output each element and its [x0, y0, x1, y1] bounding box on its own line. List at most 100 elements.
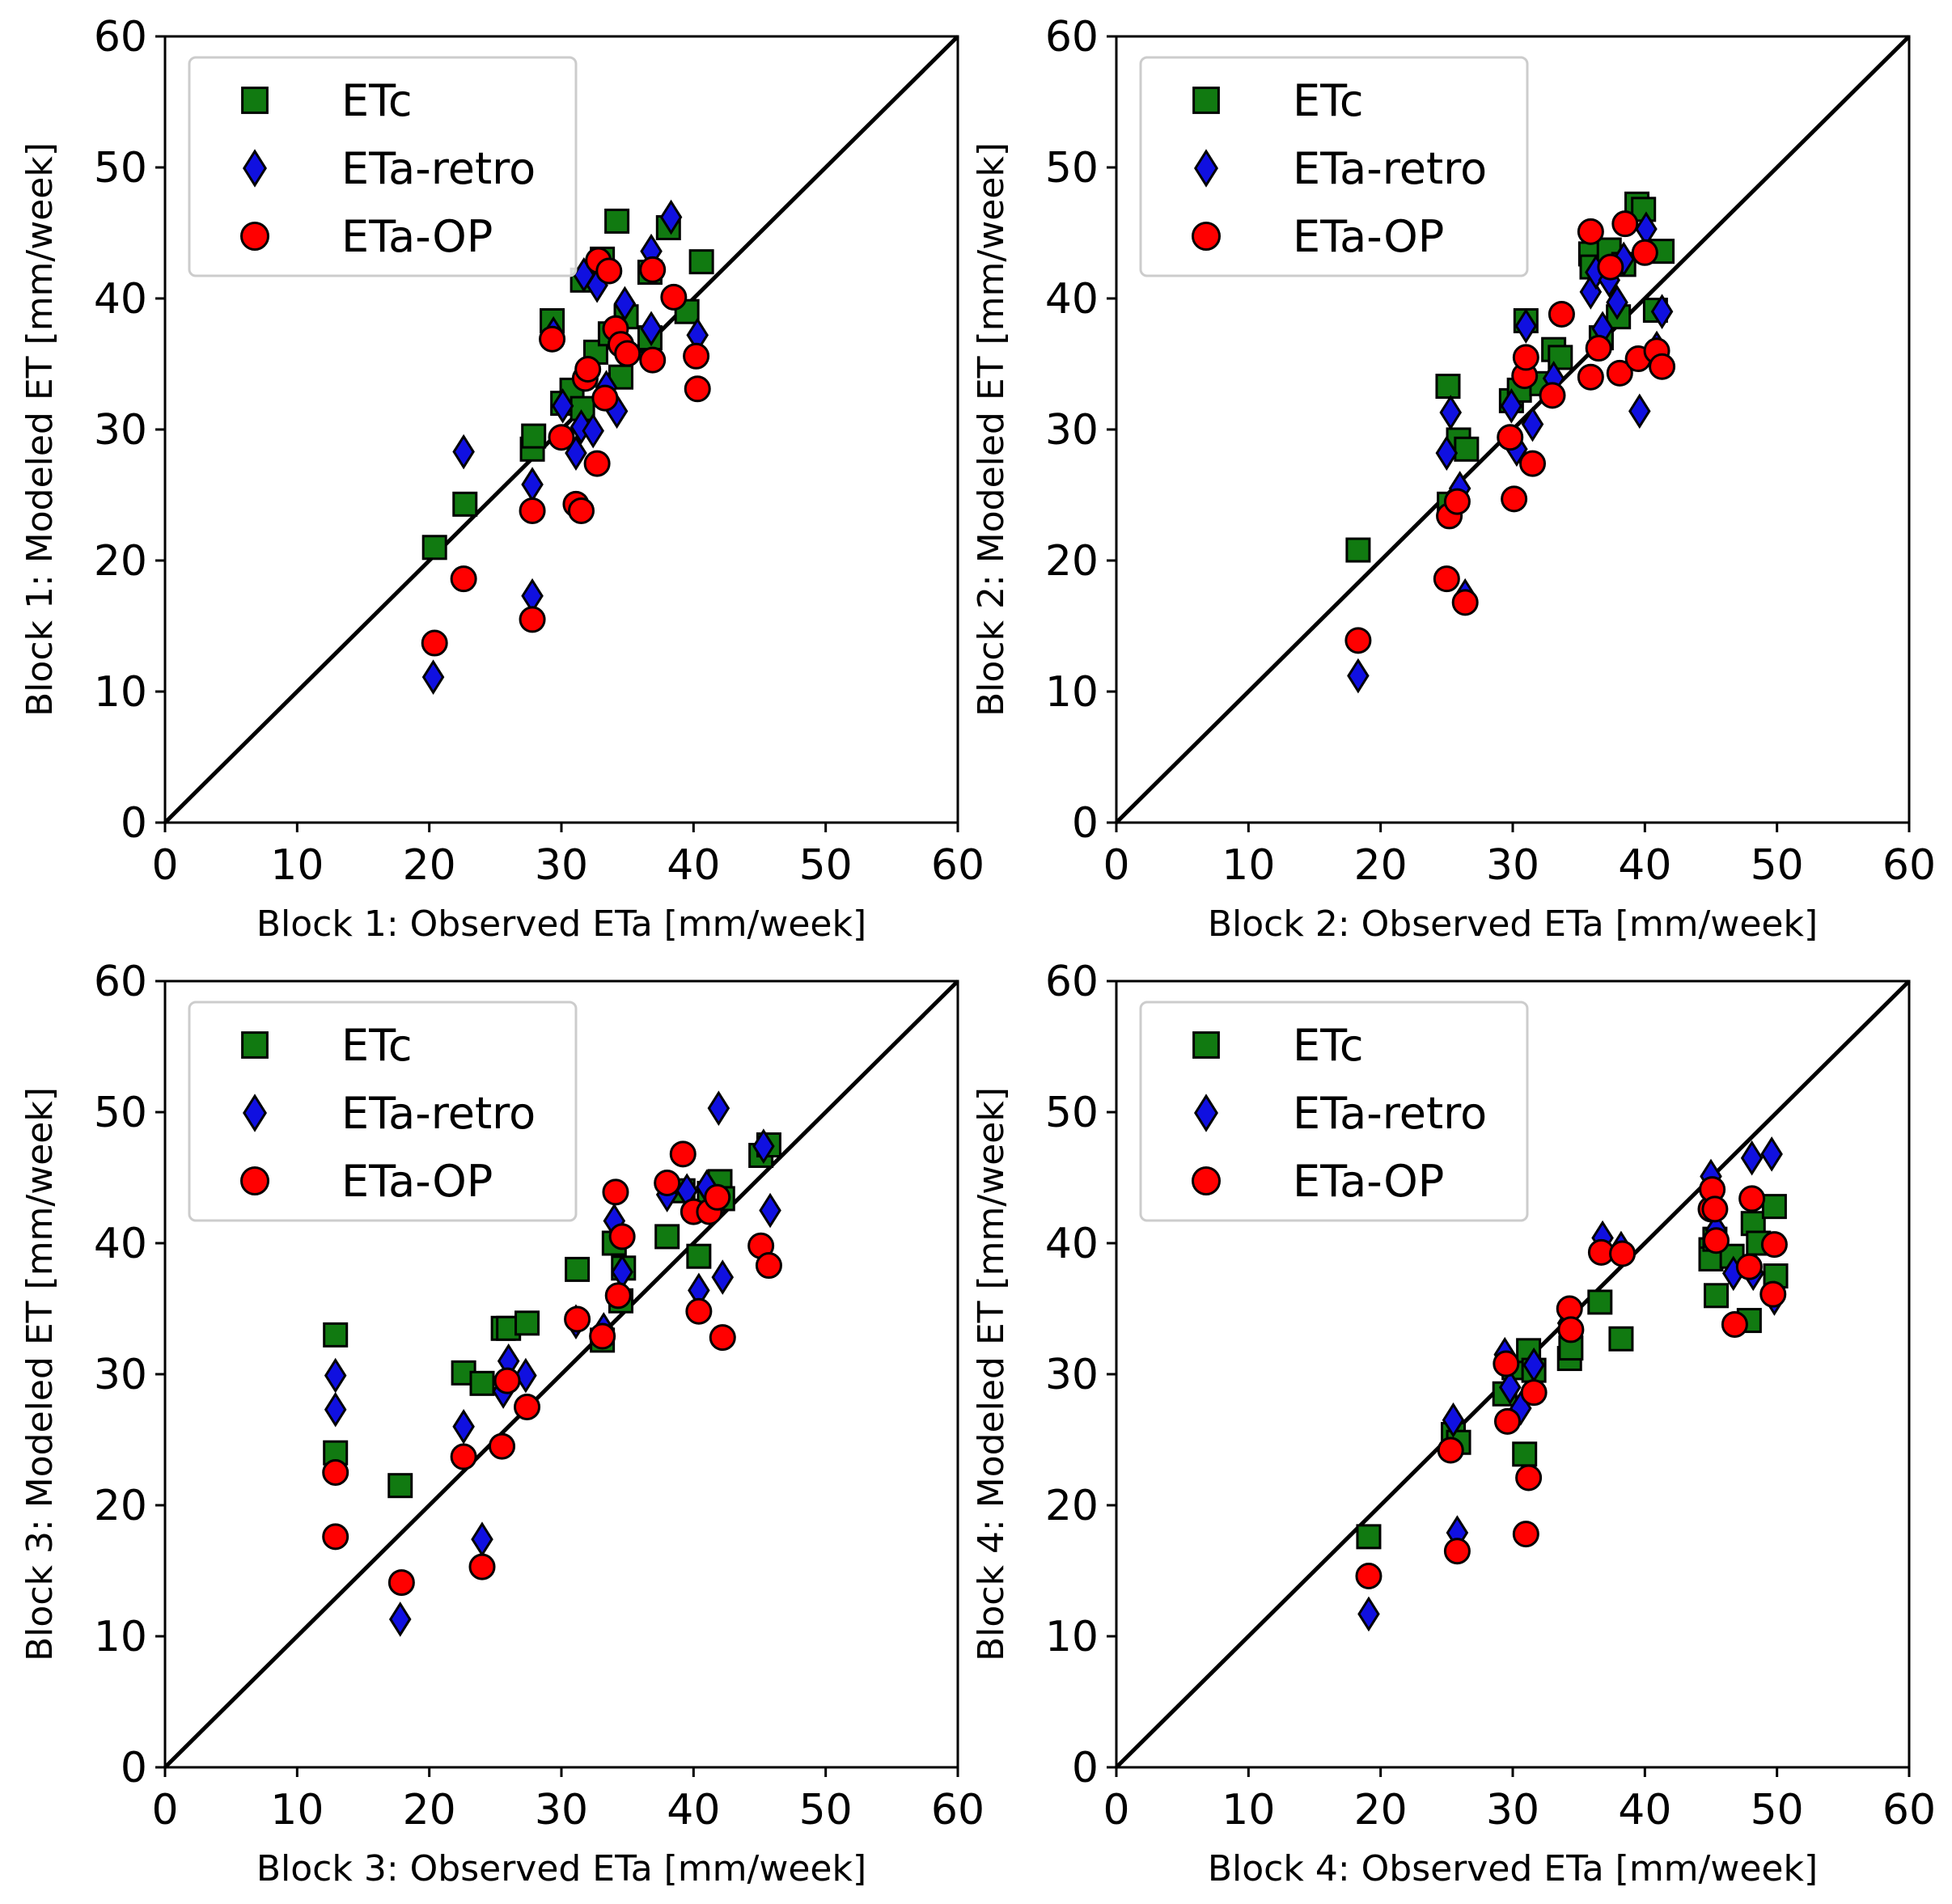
- data-point: [659, 199, 683, 235]
- data-point: [493, 1367, 521, 1394]
- legend-label: ETa-retro: [341, 1088, 536, 1139]
- data-point: [654, 1224, 680, 1250]
- x-tick-label: 30: [1486, 841, 1539, 890]
- x-tick-label: 50: [799, 841, 853, 890]
- data-point: [568, 497, 595, 524]
- data-point: [1760, 1231, 1788, 1259]
- legend-marker: [1194, 149, 1218, 188]
- data-point: [1738, 1185, 1766, 1212]
- data-point: [1437, 1436, 1464, 1464]
- legend: ETc ETa-retro ETa-OP: [188, 56, 578, 277]
- x-tick-label: 60: [931, 841, 984, 890]
- data-point: [686, 1243, 712, 1269]
- y-tick-label: 20: [1045, 537, 1099, 586]
- data-point: [1577, 363, 1604, 391]
- series-eta-op: [1355, 1176, 1788, 1589]
- data-point: [468, 1553, 496, 1580]
- data-point: [421, 659, 445, 695]
- data-point: [755, 1252, 782, 1280]
- legend-marker: [240, 1166, 269, 1195]
- y-tick-label: 30: [94, 1351, 147, 1399]
- data-point: [1608, 1326, 1634, 1352]
- data-point: [387, 1473, 413, 1499]
- y-tick-label: 40: [1045, 275, 1099, 324]
- data-point: [1493, 1407, 1521, 1435]
- data-point: [1435, 374, 1461, 400]
- data-point: [1515, 1464, 1543, 1491]
- data-point: [565, 1256, 591, 1282]
- data-point: [1760, 1136, 1783, 1172]
- legend-box: [188, 56, 578, 277]
- legend-marker: [1192, 222, 1221, 251]
- data-point: [452, 434, 475, 470]
- data-point: [489, 1432, 515, 1460]
- x-tick-label: 60: [1882, 841, 1936, 890]
- legend-marker: [241, 1031, 269, 1059]
- data-point: [688, 249, 714, 275]
- data-point: [323, 1322, 349, 1348]
- data-point: [1703, 1227, 1730, 1255]
- legend-label: ETa-OP: [341, 211, 493, 262]
- x-tick-label: 10: [270, 1786, 324, 1834]
- y-axis-label: Block 2: Modeled ET [mm/week]: [971, 142, 1012, 717]
- data-point: [1759, 1280, 1787, 1308]
- data-point: [521, 423, 547, 449]
- data-point: [388, 1601, 412, 1637]
- data-point: [709, 1324, 736, 1352]
- data-point: [1356, 1524, 1382, 1550]
- data-point: [1519, 450, 1546, 477]
- x-tick-label: 0: [151, 1786, 178, 1834]
- data-point: [514, 1310, 540, 1336]
- data-point: [539, 325, 566, 353]
- x-tick-label: 40: [1618, 841, 1671, 890]
- data-point: [1500, 388, 1523, 424]
- y-tick-label: 20: [1045, 1482, 1099, 1530]
- data-point: [1557, 1316, 1585, 1343]
- data-point: [660, 283, 688, 311]
- data-point: [324, 1357, 347, 1394]
- legend-box: [1139, 56, 1529, 277]
- y-tick-label: 20: [94, 1482, 147, 1530]
- y-tick-label: 30: [1045, 406, 1099, 455]
- data-point: [1548, 300, 1575, 328]
- data-point: [1761, 1194, 1787, 1220]
- legend-label: ETc: [1293, 1020, 1364, 1071]
- data-point: [1514, 308, 1538, 344]
- y-tick-label: 0: [1072, 1744, 1099, 1792]
- legend-marker: [1194, 1094, 1218, 1132]
- data-point: [1521, 406, 1544, 442]
- y-tick-label: 0: [121, 1744, 147, 1792]
- one-to-one-line: [163, 980, 959, 1769]
- data-point: [1704, 1283, 1730, 1309]
- y-tick-label: 60: [94, 13, 147, 61]
- data-point: [421, 629, 448, 657]
- data-point: [1357, 1596, 1380, 1632]
- x-tick-label: 10: [270, 841, 324, 890]
- y-axis-label: Block 3: Modeled ET [mm/week]: [19, 1087, 61, 1661]
- x-tick-label: 60: [931, 1786, 984, 1834]
- x-tick-label: 40: [667, 1786, 720, 1834]
- data-point: [704, 1183, 731, 1211]
- data-point: [1606, 359, 1633, 387]
- data-point: [1649, 353, 1676, 380]
- legend-box: [1139, 1001, 1529, 1222]
- data-point: [1355, 1562, 1382, 1589]
- legend: ETc ETa-retro ETa-OP: [1139, 56, 1529, 277]
- panel-4: 0 10 20 30 40 50 60 0 10 20 30 40 50 60 Block 4: Obser…: [971, 958, 1936, 1889]
- legend-label: ETc: [1293, 75, 1364, 126]
- data-point: [583, 450, 611, 477]
- data-point: [519, 497, 546, 524]
- data-point: [1347, 658, 1370, 694]
- data-point: [591, 384, 619, 412]
- series-eta-op: [322, 1140, 782, 1597]
- data-point: [608, 1223, 636, 1250]
- data-point: [1344, 627, 1372, 654]
- y-tick-label: 50: [94, 1089, 147, 1137]
- data-point: [604, 1282, 632, 1310]
- data-point: [639, 346, 667, 374]
- data-point: [1597, 253, 1624, 281]
- x-tick-label: 60: [1882, 1786, 1936, 1834]
- legend-marker: [1192, 1166, 1221, 1195]
- data-point: [614, 340, 641, 367]
- x-tick-label: 20: [1354, 841, 1408, 890]
